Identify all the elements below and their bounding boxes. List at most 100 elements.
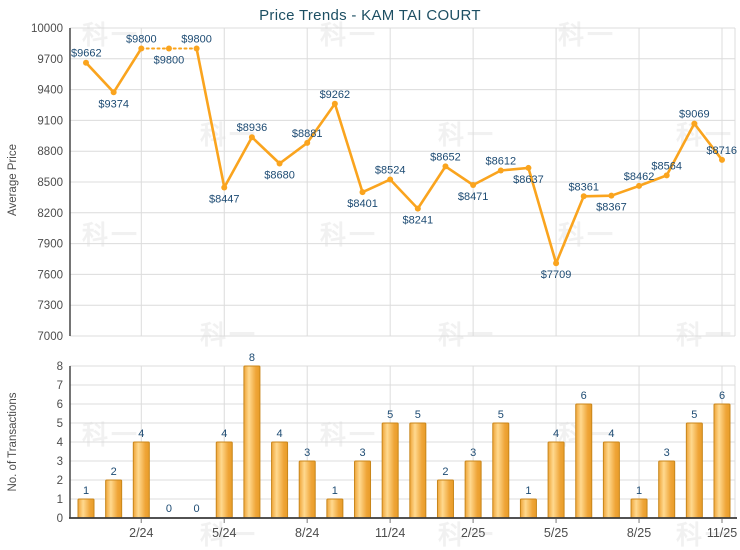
price-chart-y-tick-labels: 7000 7300 7600 7900 8200 8500 8800 9100 9400 9700… (31, 23, 63, 343)
transaction-bar (492, 422, 510, 519)
svg-text:9100: 9100 (37, 115, 63, 127)
y-axis-label-average-price: Average Price (7, 143, 19, 217)
svg-text:3: 3 (57, 456, 63, 468)
svg-text:7600: 7600 (37, 269, 63, 281)
transaction-bar (381, 422, 399, 519)
price-point (497, 167, 504, 174)
svg-text:9700: 9700 (37, 54, 63, 66)
price-point (83, 59, 89, 66)
transactions-value-labels: 1 2 4 0 0 4 8 4 3 1 3 5 5 2 3 5 1 4 6 4 1 3 5 6 (83, 352, 725, 515)
transaction-bar (713, 403, 731, 519)
transaction-count-label: 0 (194, 503, 200, 515)
price-point-label: $8367 (596, 202, 627, 214)
price-point-label: $8564 (651, 160, 682, 172)
price-point (248, 134, 255, 141)
x-axis-tick-label: 8/24 (295, 526, 319, 540)
watermark-text: 科一 (200, 520, 258, 550)
watermark-text: 科一 (320, 220, 378, 250)
transaction-count-label: 3 (304, 447, 310, 459)
price-point-label: $7709 (541, 269, 572, 281)
watermark-text: 科一 (676, 520, 734, 550)
x-axis-tick-label: 2/24 (129, 526, 153, 540)
transaction-count-label: 1 (636, 485, 642, 497)
transaction-count-label: 5 (691, 409, 697, 421)
price-point-label: $8462 (624, 171, 655, 183)
transaction-count-label: 0 (166, 503, 172, 515)
watermark-text: 科一 (676, 320, 734, 350)
price-point (387, 176, 394, 183)
price-point (304, 139, 311, 146)
chart-title: Price Trends - KAM TAI COURT (259, 7, 481, 24)
transaction-bar (354, 460, 372, 519)
price-point-label: $9069 (679, 109, 710, 121)
transaction-bar (271, 441, 289, 519)
price-point-label: $8881 (292, 128, 323, 140)
transaction-count-label: 4 (608, 428, 614, 440)
watermark-text: 科一 (320, 20, 378, 50)
price-chart-gridlines (70, 27, 736, 337)
watermark-text: 科一 (82, 220, 140, 250)
transaction-bar (409, 422, 427, 519)
price-point-labels: $9662 $9374 $9800 $9800 $9800 $8447 $8936 $8680… (71, 34, 737, 282)
price-point (165, 45, 172, 52)
svg-text:8800: 8800 (37, 146, 63, 158)
transaction-bar (298, 460, 316, 519)
transaction-bar (658, 460, 676, 519)
price-point (691, 120, 698, 127)
transaction-count-label: 1 (83, 485, 89, 497)
transaction-count-label: 6 (581, 390, 587, 402)
price-point (414, 205, 421, 212)
svg-text:7300: 7300 (37, 300, 63, 312)
svg-text:0: 0 (57, 513, 63, 525)
watermark-text: 科一 (438, 120, 496, 150)
svg-text:7900: 7900 (37, 239, 63, 251)
watermark-layer: 科一科一科一科一科一科一科一科一科一科一科一科一科一科一科一科一科一科一 (82, 20, 734, 550)
price-point-label: $8524 (375, 165, 406, 177)
transaction-count-label: 6 (719, 390, 725, 402)
transaction-bar (575, 403, 593, 519)
price-line-series (84, 47, 724, 265)
price-point-label: $8680 (264, 170, 295, 182)
price-point-label: $9262 (320, 89, 351, 101)
svg-text:4: 4 (57, 437, 64, 449)
price-point-label: $8936 (237, 122, 268, 134)
svg-text:8: 8 (57, 361, 63, 373)
svg-text:7000: 7000 (37, 331, 63, 343)
transaction-count-label: 2 (111, 466, 117, 478)
price-point (359, 189, 366, 196)
transaction-bar (464, 460, 482, 519)
price-point-label: $8447 (209, 193, 240, 205)
price-point-label: $8716 (706, 145, 737, 157)
watermark-text: 科一 (438, 520, 496, 550)
price-point-label: $8637 (513, 174, 544, 186)
price-point (719, 156, 725, 163)
transaction-count-label: 5 (415, 409, 421, 421)
price-point-label: $9662 (71, 48, 102, 60)
x-axis-tick-label: 2/25 (461, 526, 485, 540)
x-axis-tick-label: 11/25 (707, 526, 737, 540)
watermark-text: 科一 (438, 320, 496, 350)
svg-text:6: 6 (57, 399, 63, 411)
watermark-text: 科一 (200, 120, 258, 150)
transaction-bar (215, 441, 233, 519)
x-axis-tick-label: 5/24 (212, 526, 236, 540)
price-point (193, 45, 200, 52)
price-point-label: $8471 (458, 191, 489, 203)
price-point (470, 181, 477, 188)
price-point-label: $8401 (347, 198, 378, 210)
watermark-text: 科一 (558, 20, 616, 50)
svg-text:5: 5 (57, 418, 63, 430)
transaction-count-label: 1 (332, 485, 338, 497)
price-point-label: $9800 (181, 34, 212, 46)
price-point-label: $9374 (98, 98, 129, 110)
transaction-count-label: 2 (442, 466, 448, 478)
transaction-bar (326, 498, 344, 519)
transaction-count-label: 3 (470, 447, 476, 459)
svg-text:8200: 8200 (37, 208, 63, 220)
transaction-count-label: 5 (387, 409, 393, 421)
price-point (636, 182, 643, 189)
price-point (580, 193, 587, 200)
transaction-count-label: 5 (498, 409, 504, 421)
transaction-bar (436, 479, 454, 519)
